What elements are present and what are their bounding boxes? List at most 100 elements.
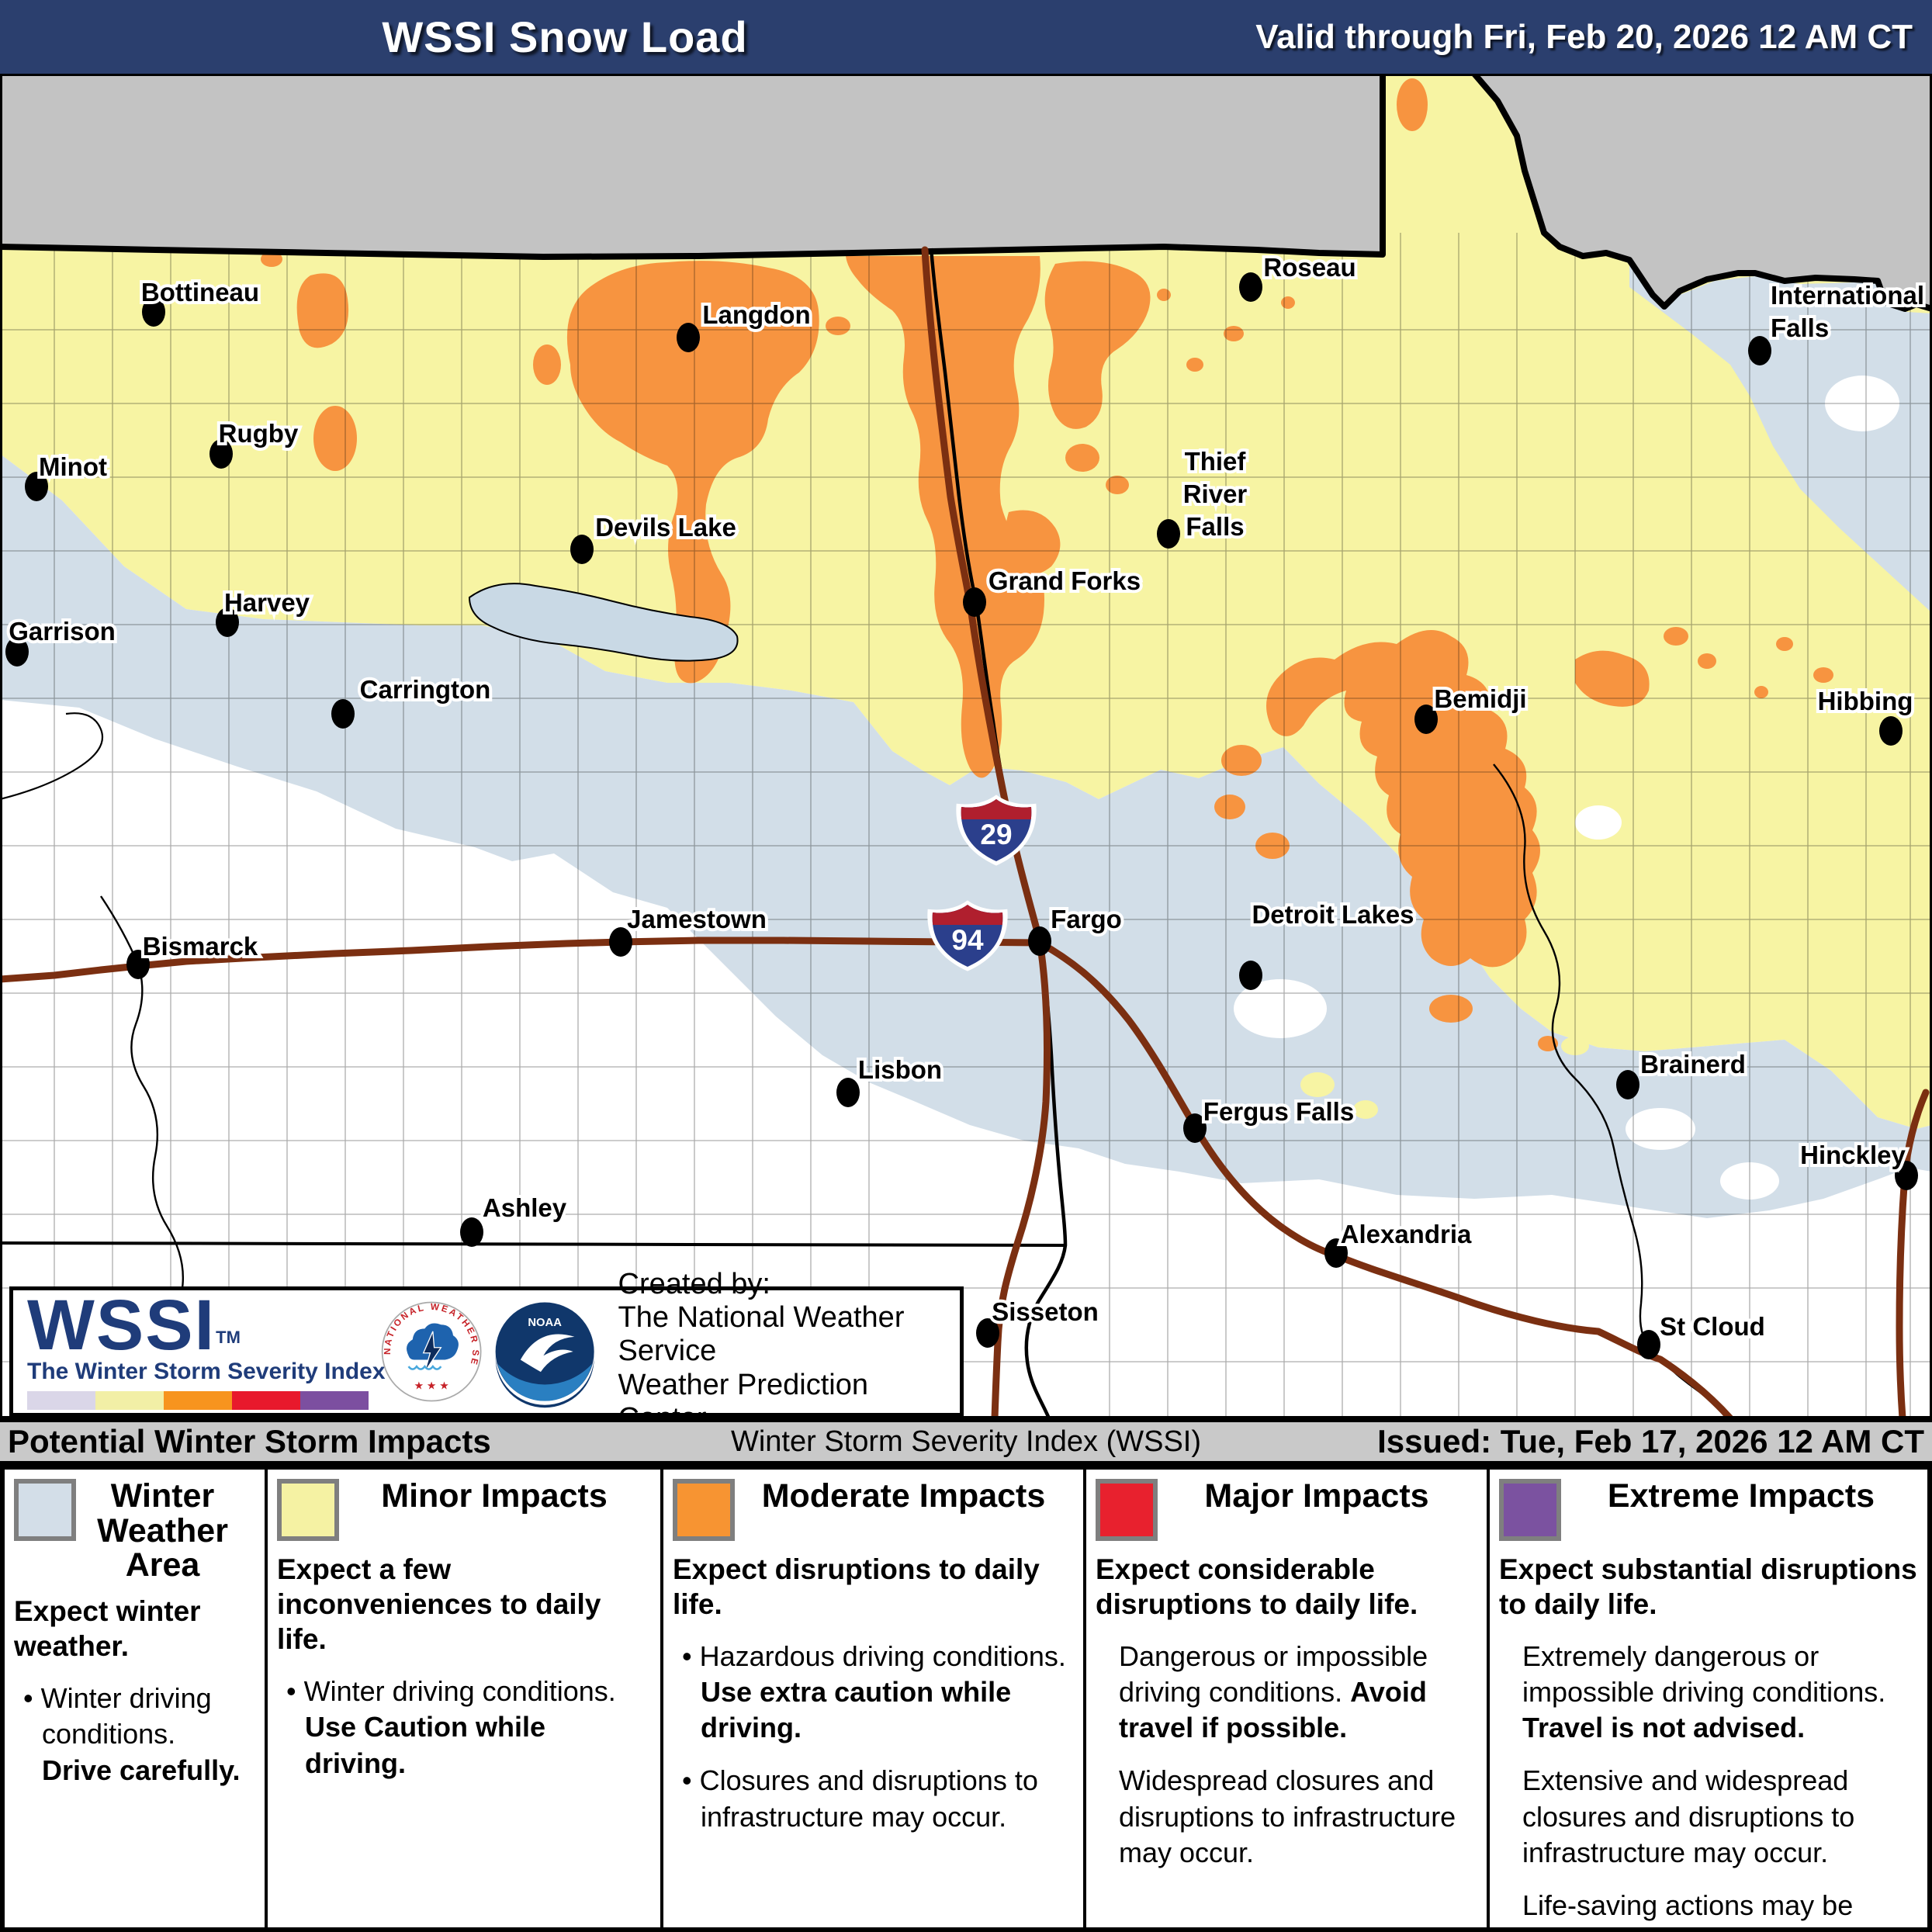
map-area: 29 94 Bottineau Langdon Roseau International…: [0, 74, 1932, 1435]
city-dot-bismarck: [126, 950, 150, 979]
legend-major-impacts: Major Impacts Expect considerable disrup…: [1083, 1470, 1487, 1927]
city-label-harvey: Harvey: [224, 588, 310, 617]
city-dot-lisbon: [836, 1078, 860, 1107]
city-label-rugby: Rugby: [219, 419, 299, 448]
moderate-impacts-bullet-2: • Closures and disruptions to infrastruc…: [682, 1764, 1038, 1833]
major-impacts-swatch: [1096, 1479, 1158, 1541]
extreme-impacts-para-2: Extensive and widespread closures and di…: [1522, 1764, 1855, 1868]
credit-text: Created by: The National Weather Service…: [618, 1268, 960, 1436]
canada-region: [0, 74, 1932, 309]
lake-patch: [1575, 805, 1622, 840]
city-brainerd: Brainerd: [1616, 1047, 1749, 1099]
nws-stars: ★ ★ ★: [414, 1380, 449, 1392]
moderate-impacts-intro: Expect disruptions to daily life.: [673, 1553, 1040, 1621]
city-dot-hinckley: [1895, 1161, 1918, 1190]
city-detroit-lakes: Detroit Lakes: [1239, 897, 1418, 990]
city-dot-ashley: [460, 1217, 483, 1247]
city-label-st-cloud: St Cloud: [1660, 1312, 1765, 1341]
city-minot: Minot: [25, 449, 110, 501]
city-alexandria: Alexandria: [1324, 1217, 1475, 1268]
city-label-thief-river-falls: Thief River Falls: [1183, 447, 1248, 541]
major-impacts-para-2: Widespread closures and disruptions to i…: [1119, 1764, 1456, 1868]
city-hibbing: Hibbing: [1815, 684, 1916, 746]
city-hinckley: Hinckley: [1797, 1137, 1918, 1190]
city-fergus-falls: Fergus Falls: [1183, 1094, 1357, 1143]
city-dot-bemidji: [1414, 705, 1438, 734]
valid-through-text: Valid through Fri, Feb 20, 2026 12 AM CT: [1255, 17, 1913, 56]
city-fargo: Fargo: [1028, 902, 1125, 956]
city-label-bismarck: Bismarck: [143, 932, 258, 961]
noaa-wordmark: NOAA: [528, 1317, 563, 1329]
legend-moderate-impacts: Moderate Impacts Expect disruptions to d…: [660, 1470, 1083, 1927]
nd-sd-border: [0, 1241, 1066, 1247]
city-label-lisbon: Lisbon: [858, 1055, 942, 1084]
extreme-impacts-intro: Expect substantial disruptions to daily …: [1499, 1553, 1917, 1621]
city-dot-brainerd: [1616, 1070, 1639, 1099]
legend-winter-weather: Winter Weather Area Expect winter weathe…: [5, 1470, 260, 1927]
city-dot-grand-forks: [963, 587, 986, 617]
us-canada-border: [0, 74, 1932, 312]
city-devils-lake: Devils Lake: [570, 510, 739, 564]
major-impacts-para-1: Dangerous or impossible driving conditio…: [1119, 1640, 1428, 1744]
winter-weather-intro: Expect winter weather.: [14, 1595, 201, 1663]
wssi-tagline: The Winter Storm Severity Index: [27, 1359, 386, 1385]
city-label-hibbing: Hibbing: [1818, 687, 1913, 715]
minor-impacts-bullet: • Winter driving conditions. Use Caution…: [286, 1675, 616, 1779]
minor-islet: [1561, 1037, 1589, 1055]
city-label-hinckley: Hinckley: [1800, 1141, 1906, 1169]
city-dot-carrington: [331, 699, 355, 729]
devils-lake-water: [468, 583, 739, 662]
interstate-94-shield: 94: [927, 900, 1008, 971]
moderate-impacts-swatch: [673, 1479, 735, 1541]
city-label-jamestown: Jamestown: [627, 905, 767, 933]
minor-impacts-title: Minor Impacts: [381, 1477, 608, 1515]
wssi-bar-subtitle: Winter Storm Severity Index (WSSI): [730, 1425, 1201, 1458]
city-label-minot: Minot: [39, 452, 107, 481]
city-label-garrison: Garrison: [9, 617, 116, 646]
city-label-roseau: Roseau: [1263, 253, 1356, 282]
minor-islet: [1300, 1072, 1335, 1097]
city-grand-forks: Grand Forks: [963, 563, 1144, 617]
wssi-logo: WSSITM The Winter Storm Severity Index: [27, 1290, 386, 1411]
city-dot-bottineau: [142, 297, 165, 327]
lake-patch: [1626, 1108, 1695, 1150]
issue-bar: Potential Winter Storm Impacts Winter St…: [0, 1418, 1932, 1465]
lake-patch: [1234, 979, 1327, 1038]
city-label-langdon: Langdon: [702, 300, 810, 329]
winter-weather-title: Winter Weather Area: [97, 1477, 228, 1584]
city-dot-devils-lake: [570, 535, 594, 564]
winter-weather-bullet: • Winter driving conditions. Drive caref…: [23, 1682, 241, 1786]
legend-extreme-impacts: Extreme Impacts Expect substantial disru…: [1487, 1470, 1932, 1932]
city-st-cloud: St Cloud: [1637, 1309, 1768, 1359]
nws-wave-icon: [407, 1364, 442, 1370]
issued-timestamp: Issued: Tue, Feb 17, 2026 12 AM CT: [1377, 1423, 1924, 1459]
wssi-logo-text: WSSI: [27, 1285, 216, 1365]
city-label-bottineau: Bottineau: [141, 278, 259, 306]
city-international-falls: International Falls: [1748, 278, 1927, 365]
city-label-bemidji: Bemidji: [1434, 684, 1526, 713]
major-impacts-intro: Expect considerable disruptions to daily…: [1096, 1553, 1418, 1621]
city-label-fargo: Fargo: [1051, 905, 1122, 933]
city-carrington: Carrington: [331, 672, 493, 729]
city-bismarck: Bismarck: [126, 929, 261, 979]
city-dot-alexandria: [1324, 1238, 1348, 1268]
city-dot-detroit-lakes: [1239, 961, 1262, 990]
city-dot-fergus-falls: [1183, 1113, 1207, 1143]
city-garrison: Garrison: [5, 614, 119, 667]
city-dot-hibbing: [1879, 716, 1903, 746]
noaa-bird-icon: [521, 1334, 575, 1373]
city-bottineau: Bottineau: [138, 275, 262, 327]
winter-weather-swatch: [14, 1479, 76, 1541]
city-label-grand-forks: Grand Forks: [989, 566, 1141, 595]
city-dot-fargo: [1028, 926, 1051, 956]
city-rugby: Rugby: [209, 416, 302, 469]
extreme-impacts-para-3: Life-saving actions may be needed.: [1522, 1889, 1854, 1932]
city-langdon: Langdon: [677, 297, 814, 352]
city-dot-rugby: [209, 439, 233, 469]
city-bemidji: Bemidji: [1414, 681, 1530, 734]
winter-weather-region-ne: [1629, 264, 1932, 613]
moderate-impacts-bullet-1: • Hazardous driving conditions. Use extr…: [682, 1640, 1066, 1744]
city-harvey: Harvey: [216, 585, 313, 637]
interstate-roads: [0, 246, 1930, 1418]
nws-lightning-icon: [422, 1331, 442, 1373]
